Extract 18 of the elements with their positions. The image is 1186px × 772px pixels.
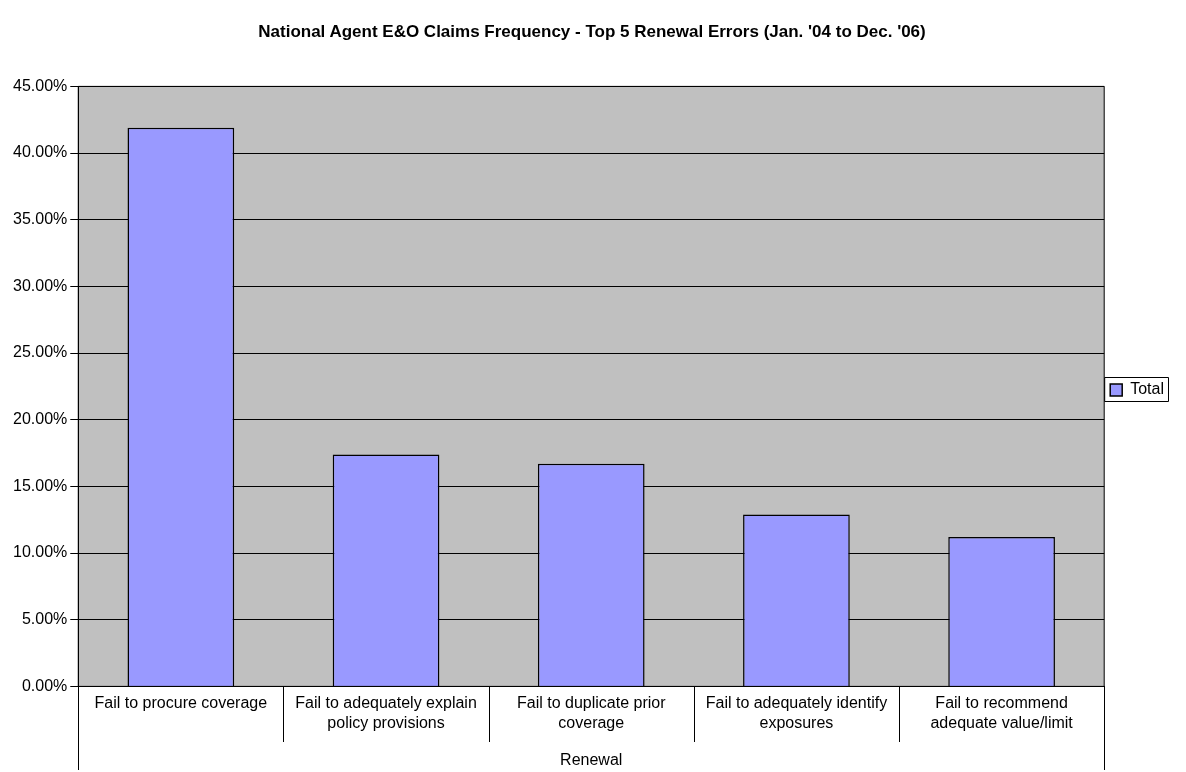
x-tick-label: Fail to adequately identify exposures xyxy=(705,694,888,731)
x-tick-label: Fail to duplicate prior coverage xyxy=(516,694,667,731)
y-tick-label: 20.00% xyxy=(13,410,68,428)
y-tick-label: 35.00% xyxy=(13,210,68,228)
y-tick-label: 45.00% xyxy=(13,76,68,94)
y-tick-label: 5.00% xyxy=(21,610,68,628)
x-tick-label: Fail to adequately explain policy provisions xyxy=(295,694,477,731)
legend-label: Total xyxy=(1130,380,1164,398)
x-tick-label: Fail to recommend adequate value/limit xyxy=(930,694,1074,731)
y-tick-label: 30.00% xyxy=(13,276,68,294)
y-tick-label: 15.00% xyxy=(13,476,68,494)
chart-title: National Agent E&O Claims Frequency - Top 5 Renewal Errors (Jan. '04 to Dec. '06) xyxy=(258,21,926,41)
x-axis-title: Renewal xyxy=(560,750,623,768)
y-tick-label: 40.00% xyxy=(13,143,68,161)
x-tick-label: Fail to procure coverage xyxy=(94,694,268,712)
y-tick-label: 10.00% xyxy=(13,543,68,561)
y-tick-label: 25.00% xyxy=(13,343,68,361)
y-tick-label: 0.00% xyxy=(21,676,68,694)
